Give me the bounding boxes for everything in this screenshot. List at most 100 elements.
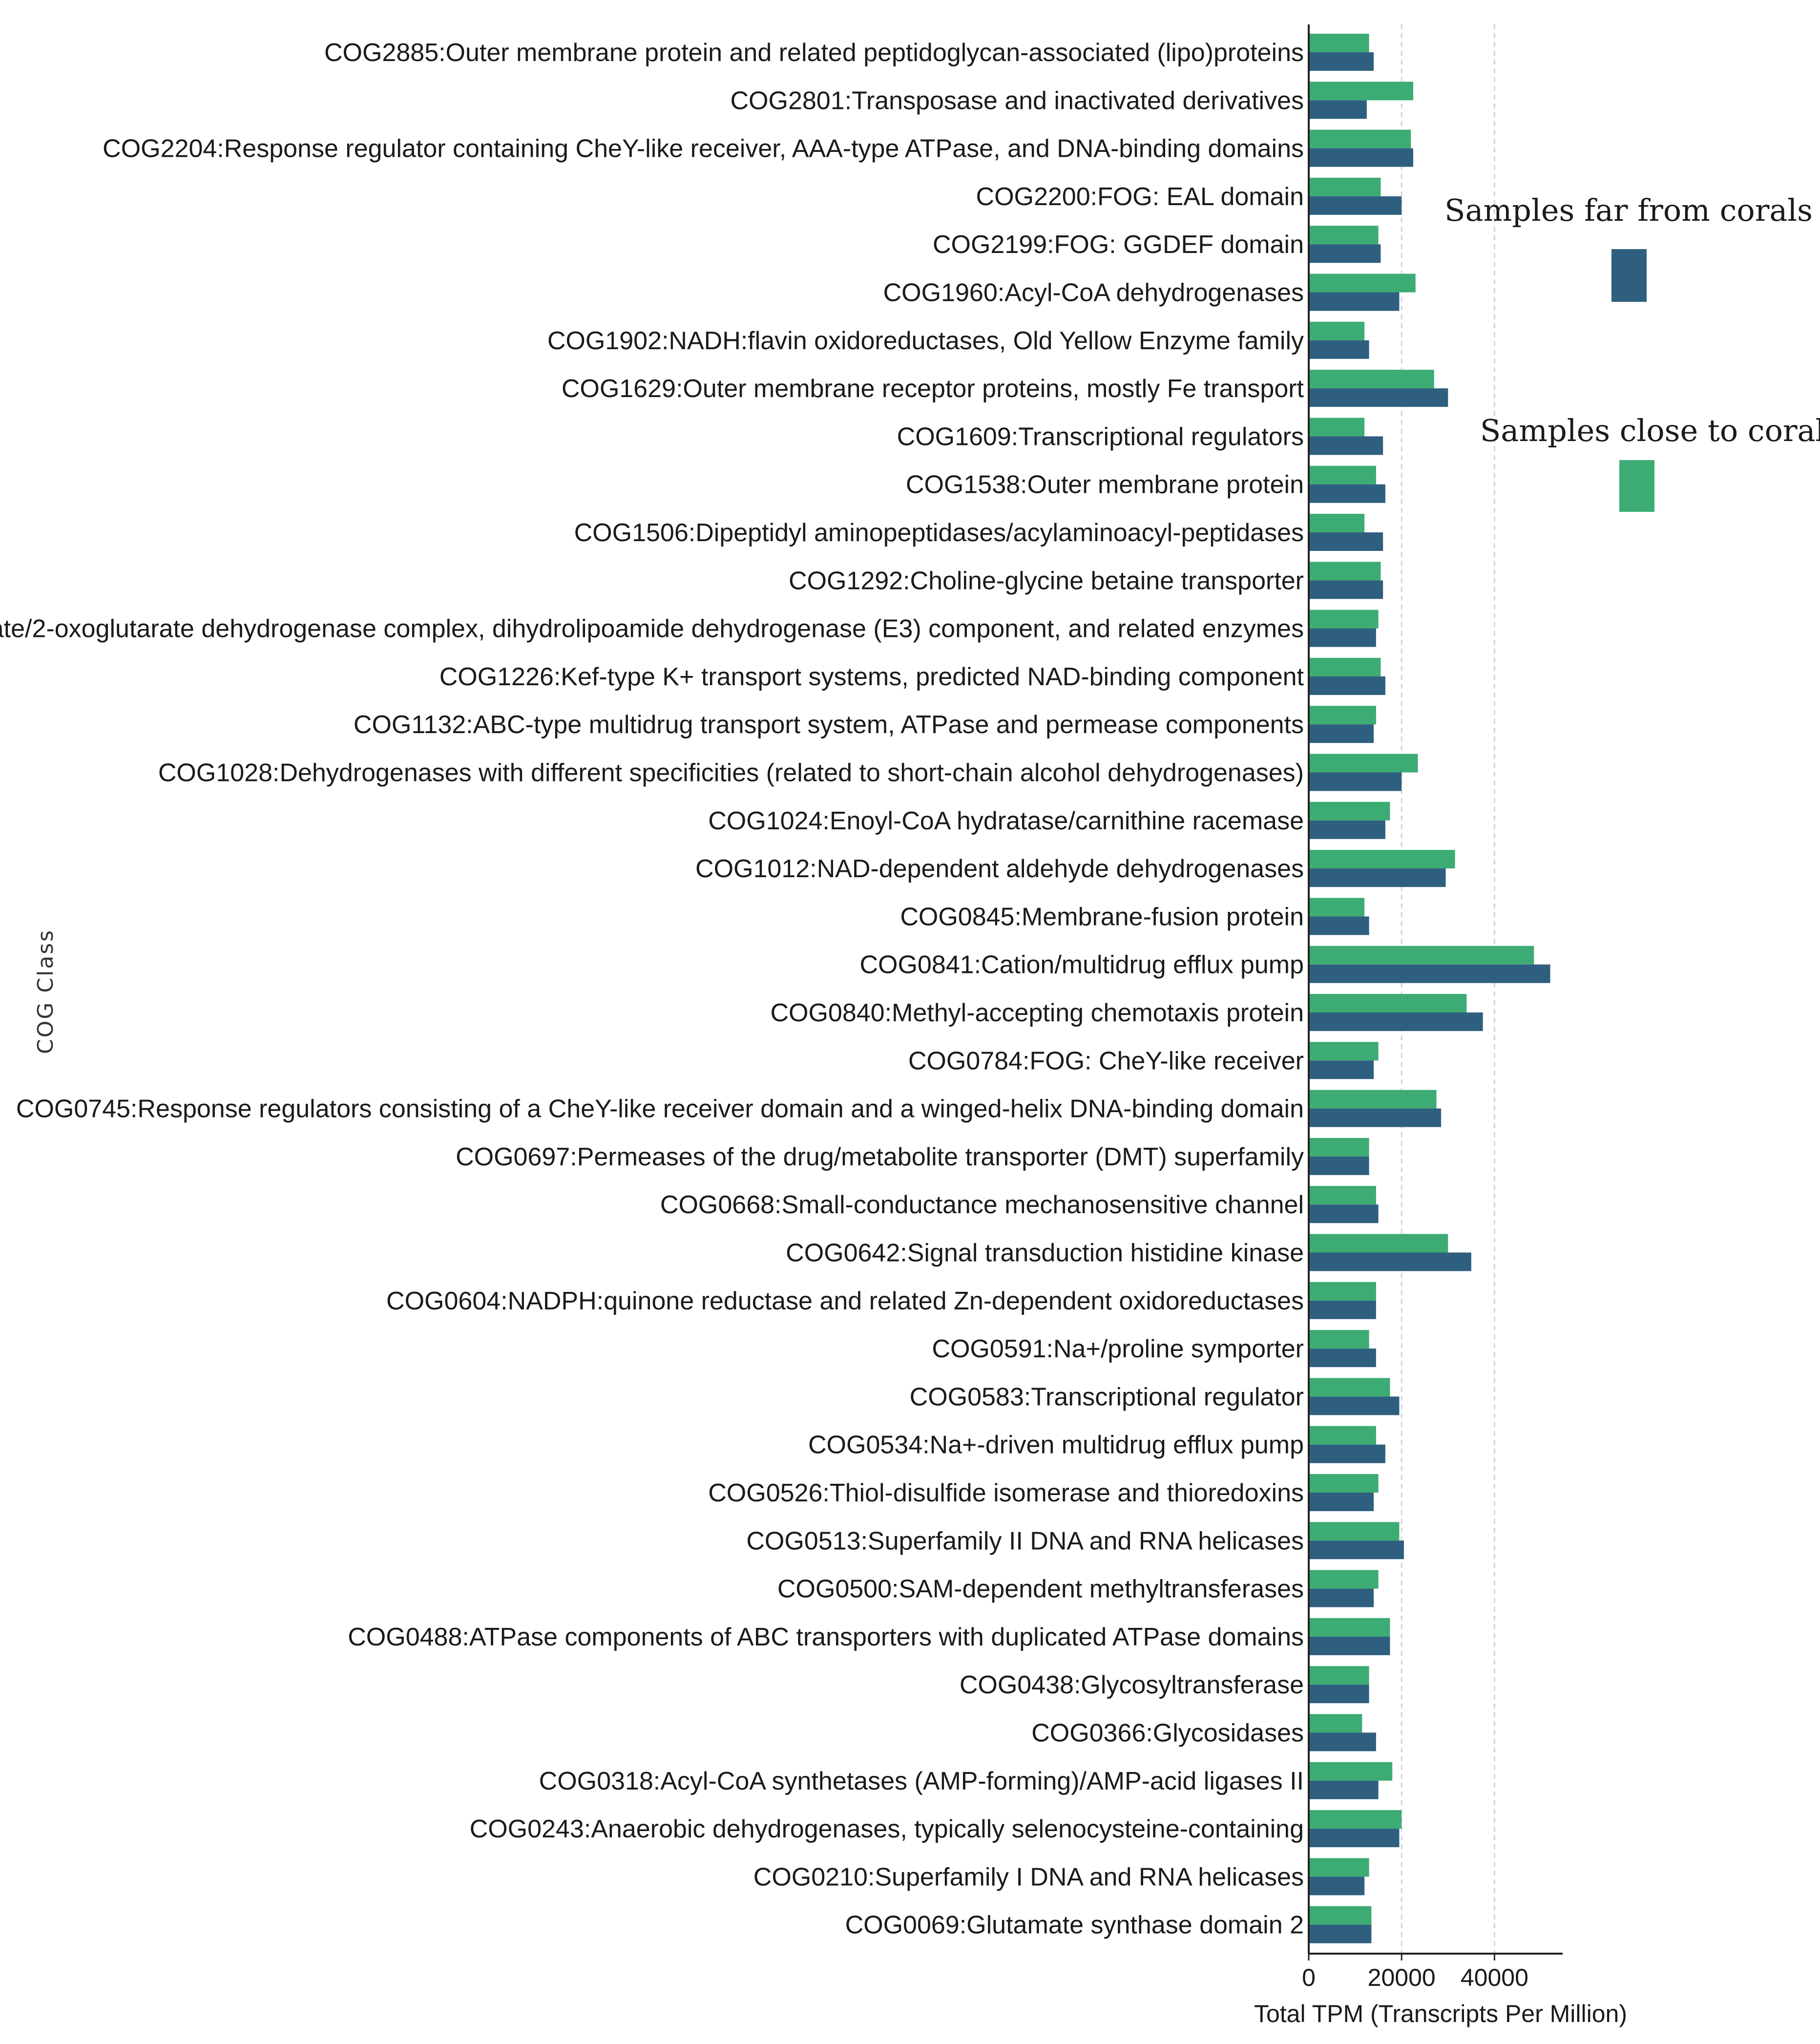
bar-close-4 [1309,226,1379,245]
category-label-5: COG1960:Acyl-CoA dehydrogenases [883,279,1304,307]
category-label-13: COG1226:Kef-type K+ transport systems, p… [439,663,1304,691]
bar-close-12 [1309,610,1379,629]
category-label-28: COG0583:Transcriptional regulator [910,1383,1304,1411]
category-label-4: COG2199:FOG: GGDEF domain [933,231,1304,259]
x-tick-label-0: 0 [1302,1964,1316,1991]
category-label-23: COG0697:Permeases of the drug/metabolite… [456,1143,1304,1171]
bar-far-12 [1309,628,1376,647]
bar-close-11 [1309,562,1381,581]
bar-close-24 [1309,1186,1376,1205]
bar-close-19 [1309,946,1534,965]
category-label-37: COG0243:Anaerobic dehydrogenases, typica… [470,1815,1304,1843]
category-label-29: COG0534:Na+-driven multidrug efflux pump [808,1431,1304,1459]
x-tick-label-1: 20000 [1368,1964,1436,1991]
x-axis: 0 20000 40000 [1302,24,1563,1991]
bar-close-22 [1309,1090,1437,1109]
bar-far-32 [1309,1588,1374,1607]
bar-far-20 [1309,1012,1483,1031]
category-label-38: COG0210:Superfamily I DNA and RNA helica… [753,1863,1304,1891]
bar-close-1 [1309,82,1413,101]
bar-far-30 [1309,1493,1374,1511]
bar-close-35 [1309,1714,1362,1733]
category-label-35: COG0366:Glycosidases [1031,1719,1304,1748]
bar-close-29 [1309,1426,1376,1445]
bar-close-8 [1309,418,1365,437]
bar-far-6 [1309,340,1369,359]
bar-far-16 [1309,820,1385,839]
category-label-27: COG0591:Na+/proline symporter [932,1335,1304,1363]
bar-close-25 [1309,1234,1448,1253]
category-label-20: COG0840:Methyl-accepting chemotaxis prot… [770,999,1304,1027]
bar-far-8 [1309,436,1383,455]
category-label-14: COG1132:ABC-type multidrug transport sys… [354,711,1304,739]
bar-close-20 [1309,994,1467,1012]
bar-far-39 [1309,1924,1372,1943]
category-label-34: COG0438:Glycosyltransferase [960,1671,1304,1699]
bar-close-7 [1309,370,1434,389]
bar-far-24 [1309,1204,1379,1223]
bar-far-10 [1309,532,1383,551]
x-axis-title: Total TPM (Transcripts Per Million) [1254,2000,1627,2027]
bar-close-27 [1309,1330,1369,1349]
bar-far-33 [1309,1636,1390,1655]
bar-close-10 [1309,514,1365,532]
category-label-15: COG1028:Dehydrogenases with different sp… [158,759,1304,787]
bar-far-4 [1309,244,1381,263]
bar-far-18 [1309,916,1369,935]
bar-close-13 [1309,657,1381,676]
category-label-0: COG2885:Outer membrane protein and relat… [324,39,1304,67]
legend-close-swatch [1619,460,1654,512]
bar-far-26 [1309,1300,1376,1319]
category-label-3: COG2200:FOG: EAL domain [976,183,1304,211]
grid-lines [1401,24,1495,1954]
category-label-31: COG0513:Superfamily II DNA and RNA helic… [746,1527,1304,1555]
bar-far-36 [1309,1780,1379,1799]
bar-far-14 [1309,724,1374,743]
bar-far-31 [1309,1540,1404,1559]
bar-close-26 [1309,1282,1376,1301]
bar-far-23 [1309,1156,1369,1175]
legend-far-swatch [1611,249,1647,302]
y-axis-title: COG Class [33,929,58,1054]
bar-close-30 [1309,1474,1379,1493]
bar-far-1 [1309,100,1367,119]
bar-far-27 [1309,1349,1376,1368]
bar-close-23 [1309,1138,1369,1157]
category-label-39: COG0069:Glutamate synthase domain 2 [845,1911,1304,1939]
bar-close-9 [1309,465,1376,485]
bar-close-32 [1309,1570,1379,1589]
category-label-24: COG0668:Small-conductance mechanosensiti… [660,1191,1304,1219]
legend-close-label: Samples close to corals [1480,413,1820,448]
category-label-21: COG0784:FOG: CheY-like receiver [908,1047,1304,1075]
legend: Samples far from corals Samples close to… [1444,192,1820,512]
bars [1309,34,1550,1943]
bar-far-28 [1309,1396,1400,1415]
bar-far-9 [1309,484,1385,503]
category-label-22: COG0745:Response regulators consisting o… [16,1095,1304,1123]
bar-far-38 [1309,1876,1365,1896]
bar-far-21 [1309,1060,1374,1079]
x-tick-label-2: 40000 [1461,1964,1528,1991]
bar-close-36 [1309,1762,1393,1781]
category-label-2: COG2204:Response regulator containing Ch… [103,135,1304,163]
category-label-26: COG0604:NADPH:quinone reductase and rela… [386,1287,1304,1315]
bar-close-0 [1309,34,1369,52]
bar-close-31 [1309,1522,1400,1541]
category-label-11: COG1292:Choline-glycine betaine transpor… [789,567,1304,595]
category-label-6: COG1902:NADH:flavin oxidoreductases, Old… [547,327,1304,355]
bar-far-22 [1309,1108,1442,1127]
category-label-17: COG1012:NAD-dependent aldehyde dehydroge… [695,855,1304,883]
bar-close-28 [1309,1378,1390,1397]
bar-far-25 [1309,1252,1471,1271]
bar-far-34 [1309,1685,1369,1704]
legend-far-label: Samples far from corals [1444,192,1813,228]
category-label-36: COG0318:Acyl-CoA synthetases (AMP-formin… [539,1767,1304,1795]
bar-far-19 [1309,964,1550,983]
bar-close-5 [1309,274,1416,293]
bar-close-39 [1309,1906,1372,1925]
bar-far-17 [1309,868,1446,887]
category-label-16: COG1024:Enoyl-CoA hydratase/carnithine r… [708,807,1304,835]
bar-far-3 [1309,196,1402,215]
category-label-7: COG1629:Outer membrane receptor proteins… [562,375,1304,403]
